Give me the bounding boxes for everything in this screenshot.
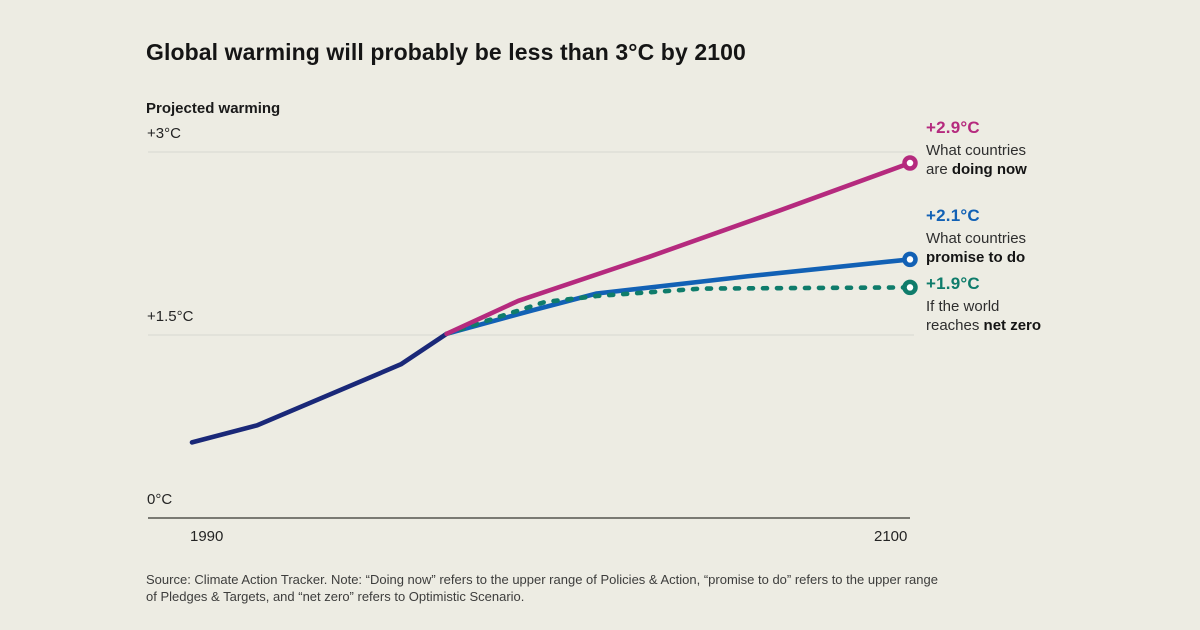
x-tick-1990: 1990 bbox=[190, 528, 224, 545]
series-doing-now-endpoint-icon bbox=[902, 155, 918, 171]
series-promise-to-do-line bbox=[444, 257, 913, 337]
annotation-promise-to-do: +2.1°C What countries promise to do bbox=[926, 206, 1096, 267]
annotation-net-zero-value: +1.9°C bbox=[926, 274, 980, 293]
source-note-line1: Source: Climate Action Tracker. Note: “D… bbox=[146, 572, 938, 587]
y-tick-1-5c: +1.5°C bbox=[147, 308, 194, 325]
series-net-zero-line bbox=[444, 285, 913, 337]
annotation-line: are bbox=[926, 160, 952, 178]
series-historical-line bbox=[189, 331, 449, 445]
annotation-net-zero: +1.9°C If the world reaches net zero bbox=[926, 274, 1096, 335]
annotation-line: What countries bbox=[926, 230, 1027, 247]
source-note-line2: of Pledges & Targets, and “net zero” ref… bbox=[146, 588, 525, 604]
annotation-doing-now-value: +2.9°C bbox=[926, 118, 980, 137]
annotation-net-zero-label: If the world reaches net zero bbox=[926, 298, 1096, 335]
y-tick-3c: +3°C bbox=[147, 125, 181, 142]
annotation-line-bold: doing now bbox=[951, 160, 1027, 178]
series-doing-now-line bbox=[444, 160, 913, 337]
series-promise-to-do-endpoint-icon bbox=[902, 251, 918, 268]
y-tick-0c: 0°C bbox=[147, 491, 173, 508]
annotation-doing-now: +2.9°C What countries are doing now bbox=[926, 118, 1096, 179]
series-net-zero-endpoint-icon bbox=[902, 279, 918, 296]
annotation-promise-to-do-value: +2.1°C bbox=[926, 206, 980, 225]
annotation-doing-now-label: What countries are doing now bbox=[926, 142, 1096, 179]
annotation-line: If the world bbox=[926, 298, 1000, 315]
annotation-line-bold: net zero bbox=[983, 316, 1042, 334]
source-note: Source: Climate Action Tracker. Note: “D… bbox=[146, 572, 1026, 605]
annotation-line: reaches bbox=[926, 316, 984, 334]
x-tick-2100: 2100 bbox=[874, 528, 908, 545]
annotation-line-bold: promise to do bbox=[926, 248, 1026, 266]
y-axis-title: Projected warming bbox=[146, 100, 281, 117]
page-title: Global warming will probably be less tha… bbox=[146, 39, 746, 65]
annotation-line: What countries bbox=[926, 142, 1027, 159]
annotation-promise-to-do-label: What countries promise to do bbox=[926, 230, 1096, 267]
